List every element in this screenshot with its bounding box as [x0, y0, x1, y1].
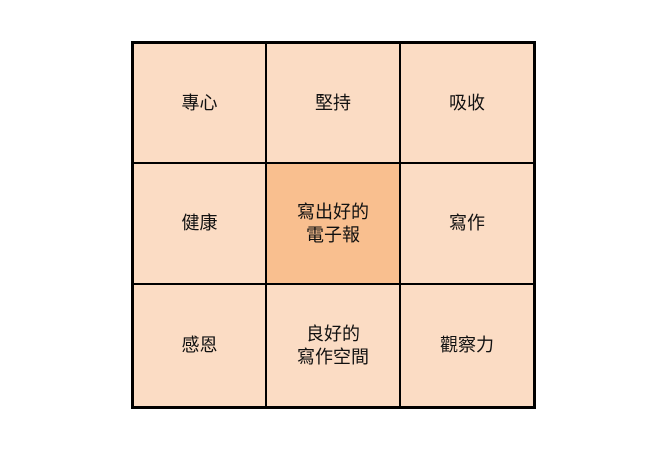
grid-cell-top-left: 專心 — [134, 44, 267, 164]
mandala-grid: 專心 堅持 吸收 健康 寫出好的 電子報 寫作 感恩 良好的 寫作空間 觀察力 — [131, 41, 536, 409]
grid-cell-bottom-right: 觀察力 — [401, 285, 533, 406]
grid-cell-top-center: 堅持 — [267, 44, 401, 164]
grid-cell-center-goal: 寫出好的 電子報 — [267, 164, 401, 285]
grid-cell-middle-left: 健康 — [134, 164, 267, 285]
grid-cell-top-right: 吸收 — [401, 44, 533, 164]
grid-cell-bottom-left: 感恩 — [134, 285, 267, 406]
grid-cell-middle-right: 寫作 — [401, 164, 533, 285]
grid-cell-bottom-center: 良好的 寫作空間 — [267, 285, 401, 406]
